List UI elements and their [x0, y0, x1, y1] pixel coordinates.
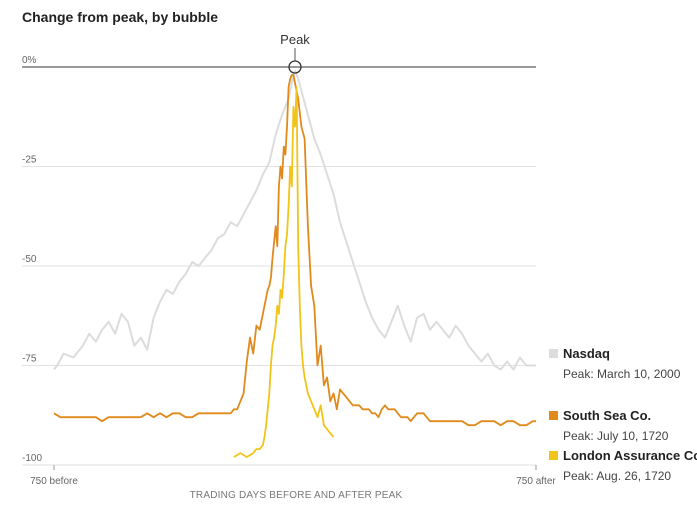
gridlines	[22, 66, 536, 466]
legend: Nasdaq Peak: March 10, 2000 South Sea Co. P…	[549, 346, 697, 483]
legend-series-name: London Assurance Co.	[563, 448, 697, 463]
chart-title: Change from peak, by bubble	[22, 9, 218, 25]
series-line-nasdaq	[53, 70, 536, 371]
peak-annotation: Peak	[280, 32, 310, 74]
x-tick-label: 750 after	[516, 476, 556, 487]
legend-swatch	[549, 411, 558, 420]
legend-series-name: Nasdaq	[563, 346, 610, 361]
y-tick-label: -50	[22, 254, 37, 265]
legend-series-name: South Sea Co.	[563, 408, 651, 423]
y-tick-label: 0%	[22, 55, 37, 66]
legend-swatch	[549, 349, 558, 358]
x-axis-title: TRADING DAYS BEFORE AND AFTER PEAK	[190, 490, 403, 501]
y-tick-label: -75	[22, 354, 37, 365]
peak-marker	[288, 60, 302, 74]
legend-peak-date: Peak: Aug. 26, 1720	[563, 469, 671, 483]
y-tick-label: -100	[22, 453, 42, 464]
legend-peak-date: Peak: July 10, 1720	[563, 429, 669, 443]
x-tick-label: 750 before	[30, 476, 78, 487]
y-tick-label: -25	[22, 155, 37, 166]
series-lines	[53, 70, 536, 458]
peak-label: Peak	[280, 32, 310, 47]
y-axis-ticks: 0% -25 -50 -75 -100	[22, 55, 42, 464]
legend-peak-date: Peak: March 10, 2000	[563, 367, 681, 381]
series-line-london-assurance-co	[233, 86, 335, 458]
legend-swatch	[549, 451, 558, 460]
x-axis-ticks: 750 before 750 after	[30, 465, 556, 487]
